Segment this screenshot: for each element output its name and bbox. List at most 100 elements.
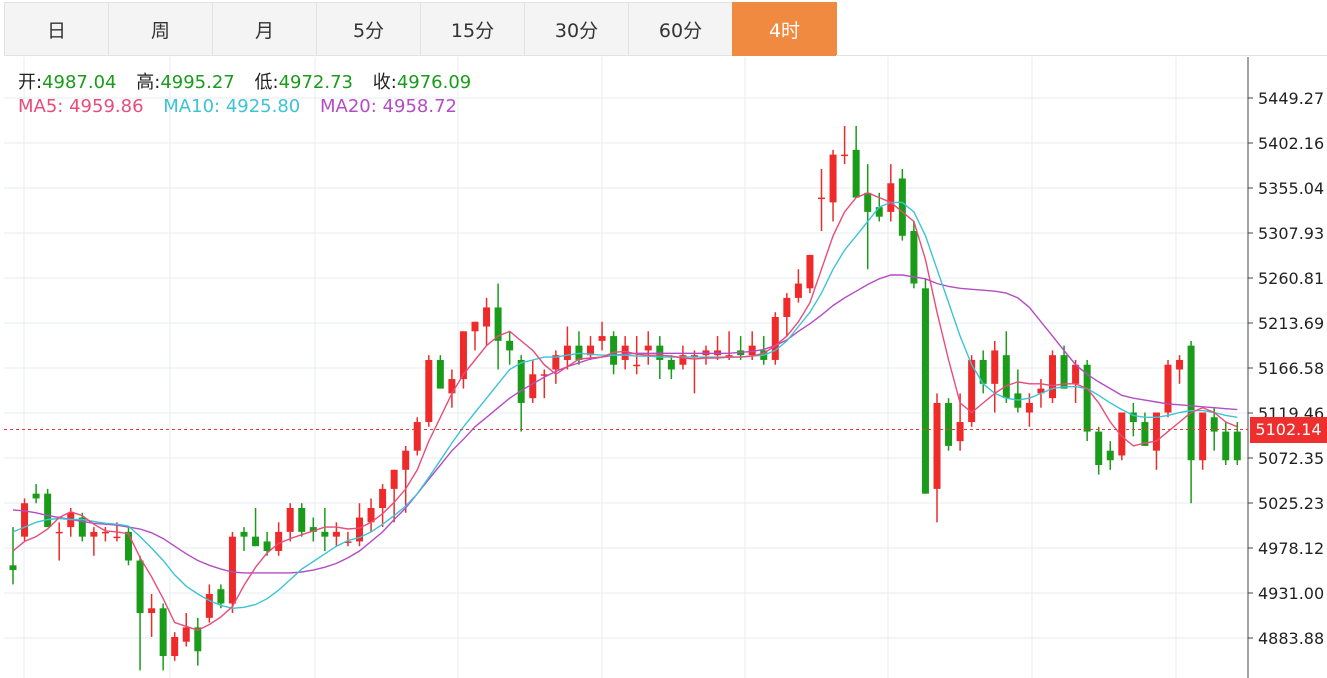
candle-body: [101, 531, 109, 534]
ma20-line: [12, 274, 1238, 574]
candle-body: [644, 345, 652, 351]
candle-body: [552, 355, 560, 370]
candlestick-chart[interactable]: 5449.27 5402.16 5355.04 5307.93 5260.81 5213.…: [0, 57, 1327, 678]
candle-body: [32, 493, 40, 499]
ma10-label: MA10:: [163, 96, 221, 117]
tab-5min[interactable]: 5分: [316, 2, 421, 56]
ma-readout: MA5: 4959.86 MA10: 4925.80 MA20: 4958.72: [18, 96, 457, 117]
candle-body: [563, 345, 571, 360]
candle-body: [818, 197, 825, 200]
y-tick-label-2: 5355.04: [1258, 179, 1324, 198]
candle-body: [748, 345, 756, 356]
candle-body: [945, 402, 953, 446]
candle-body: [413, 422, 421, 451]
candle-body: [1072, 364, 1080, 384]
candle-body: [332, 531, 340, 537]
candle-body: [425, 359, 433, 423]
candle-body: [90, 531, 98, 537]
period-tabs: 日 周 月 5分 15分 30分 60分 4时: [4, 2, 1327, 57]
candle-body: [471, 321, 479, 332]
ma5-line: [12, 192, 1238, 631]
candle-body: [194, 627, 202, 652]
high-value: 4995.27: [160, 72, 235, 93]
candle-body: [205, 593, 213, 618]
candle-body: [55, 531, 63, 534]
candle-body: [159, 608, 167, 657]
close-label: 收:: [372, 72, 397, 93]
open-label: 开:: [18, 72, 43, 93]
candle-body: [390, 469, 398, 489]
tab-30min[interactable]: 30分: [524, 2, 629, 56]
low-value: 4972.73: [278, 72, 354, 93]
y-tick-label-11: 4931.00: [1258, 584, 1324, 603]
candle-body: [321, 531, 329, 537]
y-tick-label-9: 5025.23: [1258, 494, 1324, 513]
candle-body: [286, 507, 294, 532]
candle-body: [610, 336, 618, 365]
tab-60min[interactable]: 60分: [628, 2, 733, 56]
candle-body: [517, 359, 525, 403]
candle-body: [968, 359, 976, 423]
candle-body: [240, 531, 248, 537]
y-tick-label-1: 5402.16: [1258, 134, 1324, 153]
candle-body: [344, 541, 352, 543]
candle-body: [228, 536, 236, 604]
candle-body: [379, 488, 387, 508]
candle-body: [806, 254, 814, 289]
candle-body: [506, 340, 514, 351]
candle-body: [182, 627, 190, 642]
ma5-value: 4959.86: [69, 96, 144, 117]
candle-body: [1152, 412, 1160, 451]
candle-body: [667, 359, 675, 370]
candle-body: [933, 402, 941, 489]
candle-body: [794, 283, 802, 298]
ma20-value: 4958.72: [382, 96, 457, 117]
candle-body: [725, 355, 733, 357]
candle-body: [1129, 412, 1137, 423]
y-tick-label-3: 5307.93: [1258, 224, 1324, 243]
open-value: 4987.04: [42, 72, 117, 93]
y-tick-label-10: 4978.12: [1258, 539, 1324, 558]
y-tick-label-5: 5213.69: [1258, 314, 1324, 333]
candle-body: [263, 541, 271, 551]
candle-body: [1083, 364, 1091, 432]
candle-body: [21, 503, 29, 537]
candle-body: [483, 307, 491, 327]
candle-body: [598, 336, 606, 341]
candle-body: [1222, 431, 1230, 461]
candle-body: [9, 565, 17, 571]
candle-body: [529, 374, 537, 399]
candle-body: [436, 359, 444, 389]
candle-body: [367, 507, 375, 523]
candle-body: [113, 536, 121, 539]
candle-body: [171, 636, 179, 657]
tab-month[interactable]: 月: [212, 2, 317, 56]
candle-body: [298, 507, 306, 532]
ohlc-readout: 开:4987.04 高:4995.27 低:4972.73 收:4976.09: [18, 68, 471, 94]
candle-body: [1095, 431, 1103, 466]
candle-body: [887, 183, 895, 212]
tab-day[interactable]: 日: [4, 2, 109, 56]
candle-body: [841, 154, 849, 157]
tabs-filler: [836, 2, 1327, 56]
candle-body: [898, 178, 906, 236]
low-label: 低:: [254, 72, 279, 93]
candle-body: [148, 608, 156, 614]
candle-body: [125, 531, 132, 561]
candle-body: [356, 517, 363, 542]
tab-week[interactable]: 周: [108, 2, 213, 56]
candle-body: [1025, 402, 1033, 413]
candle-body: [690, 355, 698, 357]
candle-body: [1106, 450, 1114, 461]
candle-body: [921, 288, 929, 494]
y-tick-label-6: 5166.58: [1258, 359, 1324, 378]
candle-body: [402, 450, 410, 470]
candle-body: [309, 527, 317, 532]
y-tick-label-4: 5260.81: [1258, 269, 1324, 288]
close-value: 4976.09: [396, 72, 472, 93]
candle-body: [1049, 355, 1056, 399]
tab-15min[interactable]: 15分: [420, 2, 525, 56]
tab-4hour[interactable]: 4时: [732, 2, 837, 56]
candle-body: [459, 331, 467, 380]
ma10-line: [12, 201, 1238, 610]
